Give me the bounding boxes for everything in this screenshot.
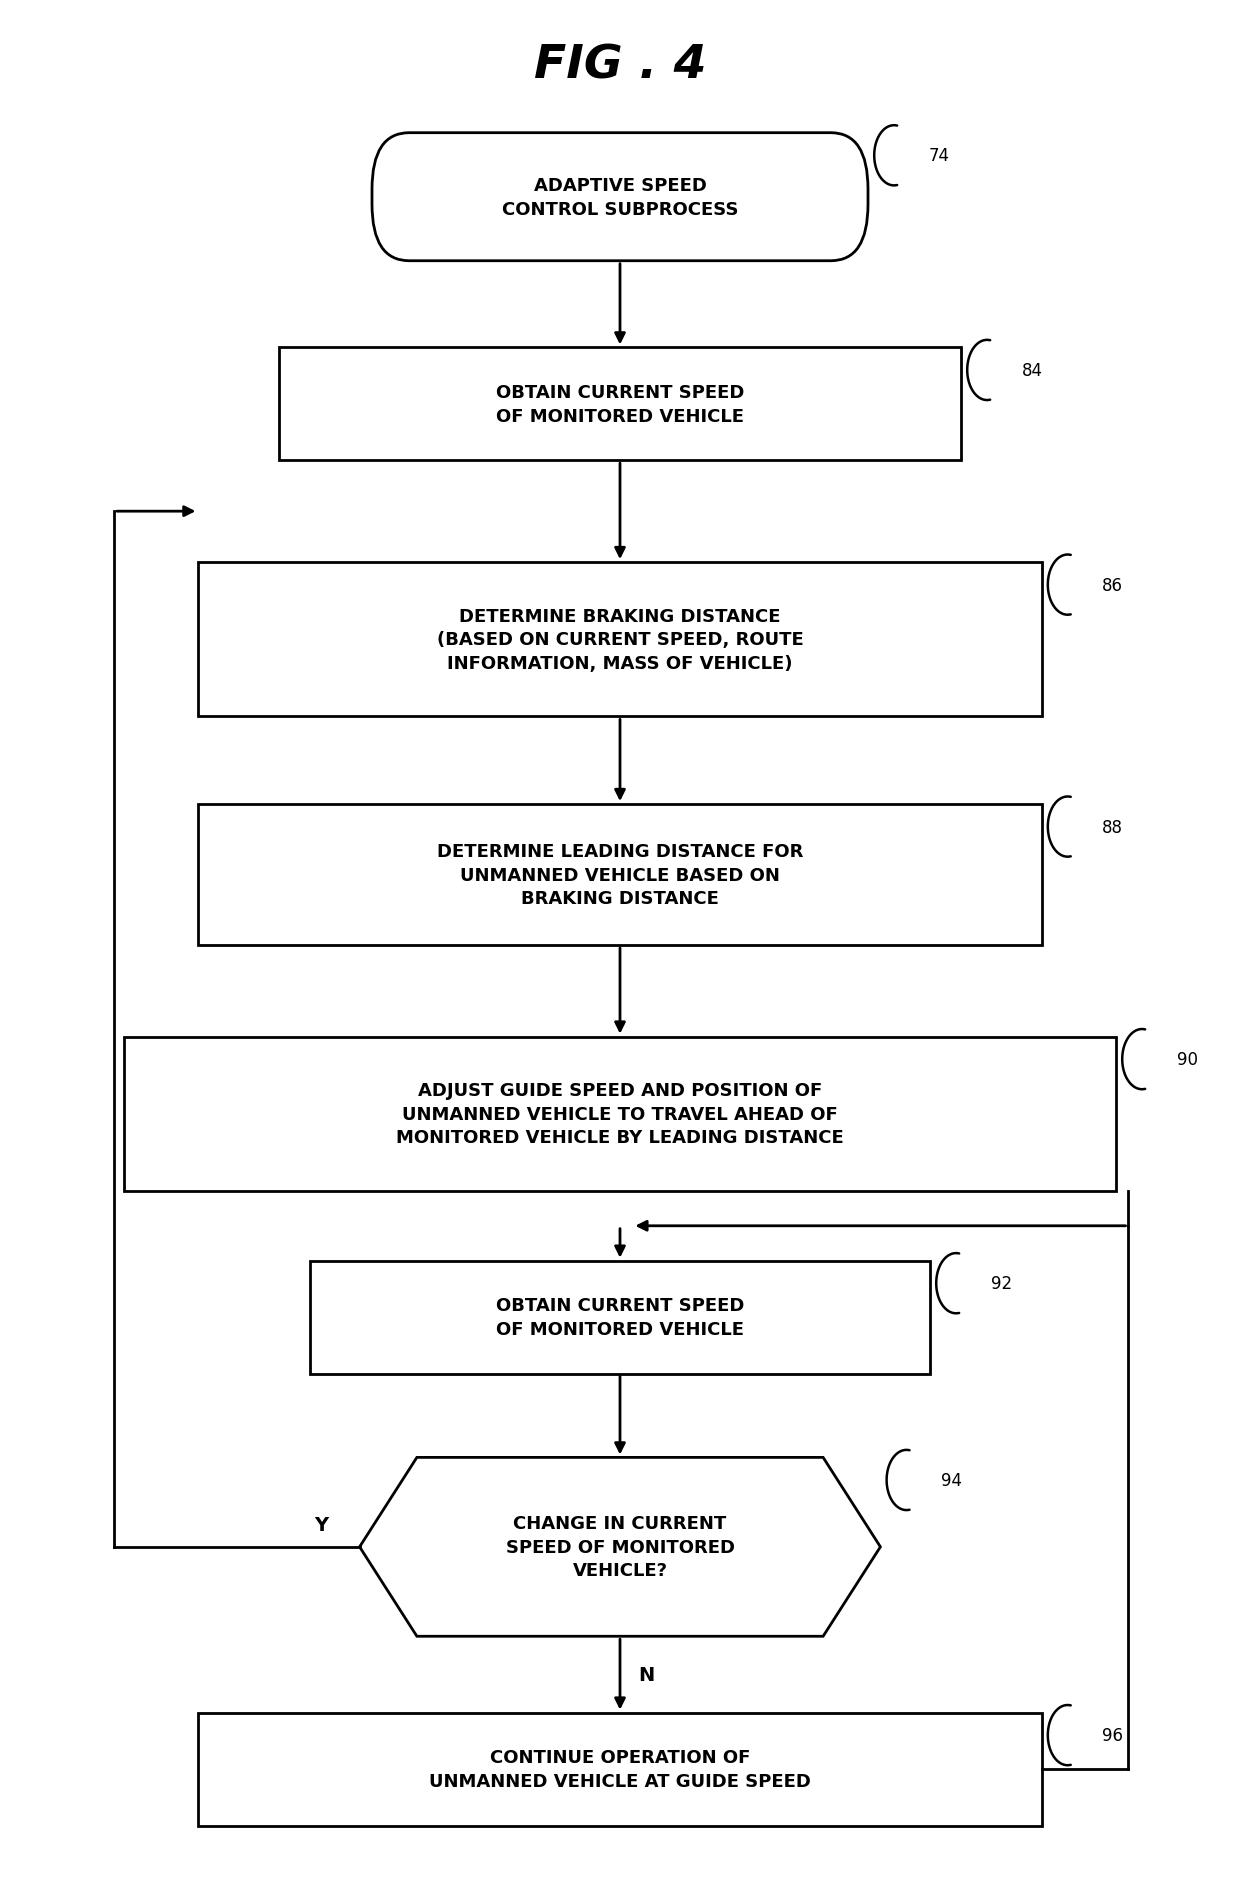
Text: 96: 96	[1102, 1726, 1123, 1745]
Text: OBTAIN CURRENT SPEED
OF MONITORED VEHICLE: OBTAIN CURRENT SPEED OF MONITORED VEHICL…	[496, 1297, 744, 1338]
Text: DETERMINE LEADING DISTANCE FOR
UNMANNED VEHICLE BASED ON
BRAKING DISTANCE: DETERMINE LEADING DISTANCE FOR UNMANNED …	[436, 843, 804, 907]
Bar	[198, 805, 1042, 945]
Text: 74: 74	[929, 147, 950, 166]
Bar	[198, 1713, 1042, 1826]
Text: ADJUST GUIDE SPEED AND POSITION OF
UNMANNED VEHICLE TO TRAVEL AHEAD OF
MONITORED: ADJUST GUIDE SPEED AND POSITION OF UNMAN…	[396, 1082, 844, 1146]
Text: 92: 92	[991, 1274, 1012, 1293]
Text: 88: 88	[1102, 819, 1123, 836]
Text: ADAPTIVE SPEED
CONTROL SUBPROCESS: ADAPTIVE SPEED CONTROL SUBPROCESS	[502, 177, 738, 218]
Text: FIG . 4: FIG . 4	[533, 43, 707, 88]
Text: 90: 90	[1177, 1050, 1198, 1069]
Text: OBTAIN CURRENT SPEED
OF MONITORED VEHICLE: OBTAIN CURRENT SPEED OF MONITORED VEHICL…	[496, 384, 744, 425]
Text: N: N	[639, 1666, 655, 1684]
FancyBboxPatch shape	[372, 134, 868, 262]
Polygon shape	[360, 1457, 880, 1635]
Bar	[124, 1037, 1116, 1191]
Bar	[198, 563, 1042, 717]
Text: 94: 94	[941, 1472, 962, 1489]
Text: 86: 86	[1102, 576, 1123, 595]
Text: Y: Y	[315, 1515, 329, 1534]
Text: 84: 84	[1022, 361, 1043, 380]
Text: CONTINUE OPERATION OF
UNMANNED VEHICLE AT GUIDE SPEED: CONTINUE OPERATION OF UNMANNED VEHICLE A…	[429, 1748, 811, 1790]
Text: CHANGE IN CURRENT
SPEED OF MONITORED
VEHICLE?: CHANGE IN CURRENT SPEED OF MONITORED VEH…	[506, 1515, 734, 1579]
Text: DETERMINE BRAKING DISTANCE
(BASED ON CURRENT SPEED, ROUTE
INFORMATION, MASS OF V: DETERMINE BRAKING DISTANCE (BASED ON CUR…	[436, 608, 804, 672]
Bar	[279, 348, 961, 461]
Bar	[310, 1261, 930, 1374]
